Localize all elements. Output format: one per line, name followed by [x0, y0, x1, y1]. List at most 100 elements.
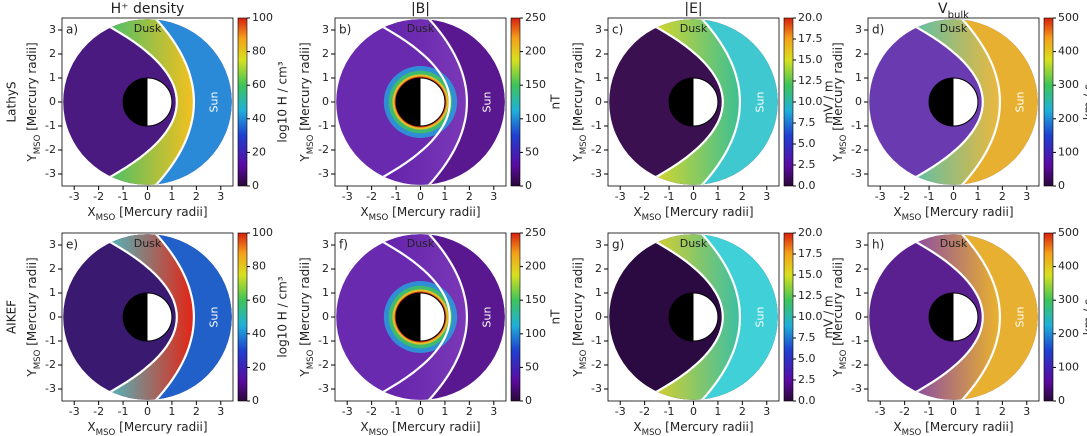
x-tick-label: 2	[193, 405, 200, 418]
colorbar-tick-label: 15.0	[798, 53, 823, 66]
row-label: AIKEF	[5, 300, 19, 334]
y-tick-label: 0	[49, 95, 56, 108]
y-axis-label-part: [Mercury radii]	[25, 257, 39, 349]
colorbar-tick-label: 20.0	[798, 226, 823, 239]
y-axis-label-part: MSO	[306, 349, 316, 369]
x-tick-label: 3	[217, 190, 224, 203]
magnetopause	[633, 234, 724, 400]
x-tick-label: 2	[999, 405, 1006, 418]
y-tick-label: 3	[322, 23, 329, 36]
colorbar-tick-label: 0	[1058, 179, 1065, 192]
colorbar-tick-label: 2.5	[798, 158, 816, 171]
x-tick-label: 2	[739, 190, 746, 203]
y-axis-label-part: [Mercury radii]	[571, 42, 585, 134]
x-tick-label: 2	[999, 190, 1006, 203]
annotation: Dusk	[407, 22, 435, 35]
colorbar-tick-label: 100	[252, 11, 273, 24]
colorbar	[1043, 17, 1054, 187]
magnetosheath-region	[88, 19, 194, 185]
colorbar-tick-label: 10.0	[798, 95, 823, 108]
y-tick-label: -3	[591, 382, 602, 395]
x-tick-label: 0	[417, 405, 424, 418]
y-axis-label-part: Y	[25, 154, 39, 163]
x-tick-label: -3	[615, 190, 626, 203]
y-tick-label: 2	[322, 262, 329, 275]
planet-night	[929, 78, 954, 126]
colorbar-tick-label: 150	[525, 293, 546, 306]
x-axis-label: XMSO [Mercury radii]	[87, 420, 207, 436]
x-tick-label: 2	[193, 190, 200, 203]
y-tick-label: -2	[318, 358, 329, 371]
annotation: Sun	[754, 307, 767, 328]
x-tick-label: -3	[69, 405, 80, 418]
annotation: Dusk	[134, 22, 162, 35]
y-tick-label: 0	[322, 310, 329, 323]
x-tick-label: 3	[490, 405, 497, 418]
y-tick-label: 2	[595, 47, 602, 60]
y-axis-label-part: [Mercury radii]	[25, 42, 39, 134]
magnetosheath-region	[88, 234, 194, 400]
y-axis-label-part: MSO	[33, 134, 43, 154]
colorbar-tick-label: 2.5	[798, 373, 816, 386]
colorbar-tick-label: 0	[252, 179, 259, 192]
planet-night	[123, 293, 148, 341]
y-axis-label-part: [Mercury radii]	[298, 257, 312, 349]
planet-night	[669, 78, 694, 126]
bow-shock	[424, 234, 469, 400]
colorbar-tick-label: 10.0	[798, 310, 823, 323]
annotation: Dusk	[940, 237, 968, 250]
x-tick-label: -2	[899, 190, 910, 203]
x-tick-label: -2	[366, 190, 377, 203]
colorbar-tick-label: 400	[1058, 260, 1079, 273]
x-tick-label: -1	[924, 405, 935, 418]
y-tick-label: -3	[45, 382, 56, 395]
colorbar-tick-label: 12.5	[798, 74, 823, 87]
y-tick-label: 2	[855, 47, 862, 60]
y-tick-label: -3	[851, 382, 862, 395]
magnetopause	[893, 19, 984, 185]
planet-night	[123, 78, 148, 126]
x-axis-label-part: MSO	[96, 213, 116, 223]
y-tick-label: 0	[855, 310, 862, 323]
y-tick-label: 2	[49, 47, 56, 60]
magnetopause	[87, 234, 178, 400]
panel-label: f)	[339, 238, 348, 252]
colorbar-tick-label: 100	[1058, 145, 1079, 158]
colorbar-label: log10 H / cm³	[276, 61, 290, 142]
colorbar-label: nT	[549, 309, 563, 325]
y-tick-label: 0	[595, 95, 602, 108]
y-axis-label-part: [Mercury radii]	[831, 257, 845, 349]
x-axis-label: XMSO [Mercury radii]	[893, 205, 1013, 223]
annotation: Sun	[481, 92, 494, 113]
colorbar-label: km / s	[1082, 299, 1087, 336]
bow-shock	[957, 19, 1002, 185]
x-tick-label: 0	[690, 405, 697, 418]
planet-night	[396, 78, 421, 126]
colorbar-tick-label: 0	[252, 394, 259, 407]
colorbar-tick-label: 500	[1058, 11, 1079, 24]
y-tick-label: 1	[595, 71, 602, 84]
y-tick-label: -1	[591, 334, 602, 347]
y-tick-label: -1	[45, 119, 56, 132]
colorbar-tick-label: 200	[1058, 112, 1079, 125]
y-tick-label: 3	[855, 238, 862, 251]
x-axis-label: XMSO [Mercury radii]	[893, 420, 1013, 436]
colorbar-tick-label: 20	[252, 360, 266, 373]
panel-label: e)	[66, 238, 78, 252]
x-axis-label-part: [Mercury radii]	[921, 205, 1013, 219]
y-tick-label: 1	[322, 71, 329, 84]
magnetosheath-region	[634, 234, 740, 400]
y-tick-label: -3	[318, 382, 329, 395]
y-axis-label-part: MSO	[306, 134, 316, 154]
x-axis-label-part: X	[893, 420, 901, 434]
y-tick-label: -1	[851, 119, 862, 132]
planet-night	[929, 293, 954, 341]
bow-shock	[697, 19, 742, 185]
x-axis-label-part: MSO	[902, 428, 922, 436]
x-tick-label: -3	[69, 190, 80, 203]
magnetopause	[633, 19, 724, 185]
y-tick-label: -1	[45, 334, 56, 347]
x-axis-label-part: X	[87, 420, 95, 434]
panel-label: c)	[612, 23, 623, 37]
x-tick-label: -2	[899, 405, 910, 418]
